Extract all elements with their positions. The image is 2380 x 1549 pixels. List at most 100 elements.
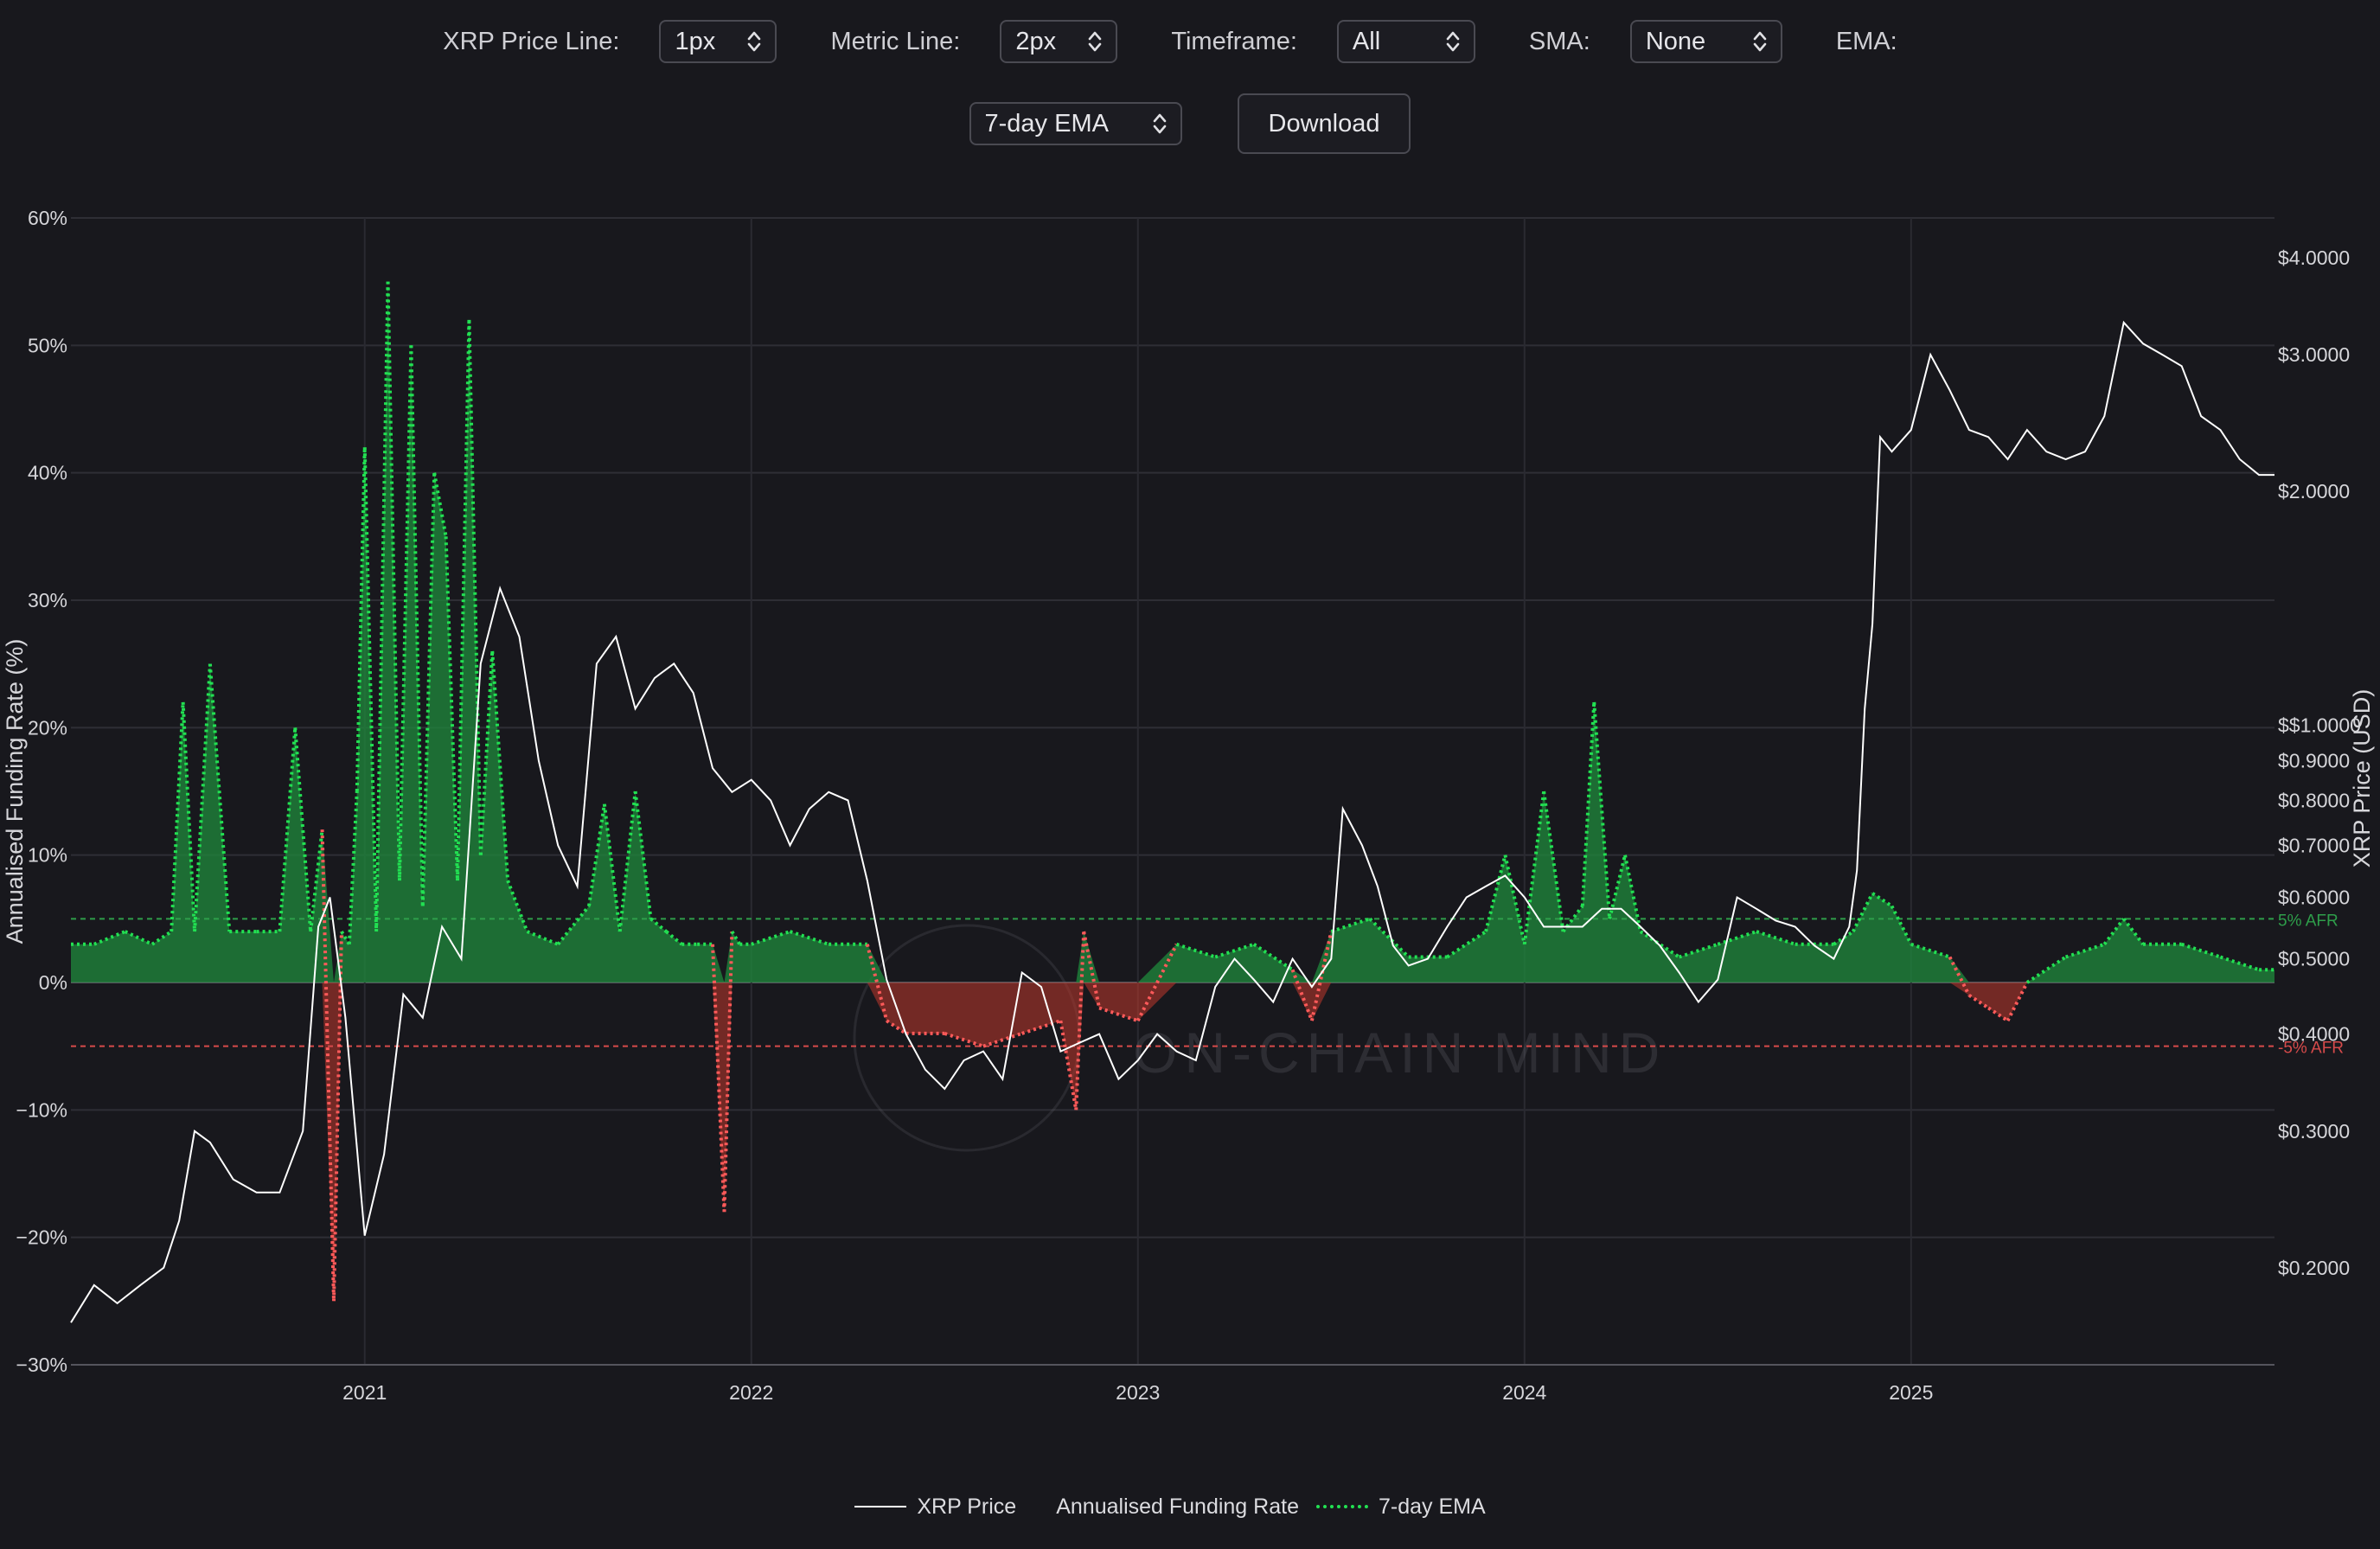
sma-select[interactable]: None	[1629, 20, 1782, 63]
ema-line-segment	[1851, 892, 1874, 932]
ema-value: 7-day EMA	[984, 109, 1109, 138]
metric-line-label: Metric Line:	[830, 27, 961, 55]
ema-line-segment	[1987, 1006, 2009, 1022]
ema-line-segment	[409, 345, 425, 906]
controls-row-2: 7-day EMA Download	[0, 92, 2380, 156]
ema-line-segment	[1021, 1019, 1061, 1035]
ema-line-segment	[2219, 955, 2260, 972]
ema-line-segment	[1678, 942, 1718, 959]
ema-line-segment	[1580, 701, 1596, 906]
x-tick-label: 2021	[342, 1381, 387, 1404]
ema-line-segment	[1608, 855, 1627, 919]
ema-line-segment	[1756, 930, 1796, 946]
y-left-axis-label: Annualised Funding Rate (%)	[2, 639, 28, 944]
ema-line-segment	[309, 829, 324, 932]
ema-line-segment	[1484, 855, 1507, 932]
y-right-tick-label: $3.0000	[2278, 343, 2350, 366]
ema-line-segment	[1175, 942, 1216, 959]
legend-label-price: XRP Price	[917, 1494, 1017, 1519]
funding-rate-area-positive	[71, 281, 2274, 983]
ema-line-segment	[397, 345, 413, 881]
sma-label: SMA:	[1528, 27, 1590, 55]
funding-rate-chart: 60% 50% 40% 30% 20% 10% 0% −10% −20% −30% 2021 2022…	[2, 207, 2375, 1404]
ema-line-segment	[1214, 942, 1255, 959]
timeframe-control: Timeframe: All	[1171, 20, 1475, 63]
price-line-select[interactable]: 1px	[659, 20, 777, 63]
ema-line-segment	[711, 944, 726, 1213]
ema-control: EMA:	[1836, 28, 1937, 56]
chevron-updown-icon	[1089, 31, 1102, 52]
price-line-label: XRP Price Line:	[443, 27, 620, 55]
ema-line-segment	[490, 650, 510, 881]
y-right-tick-label: $0.5000	[2278, 948, 2350, 970]
ema-line-segment	[467, 319, 483, 855]
ema-line-segment	[1948, 956, 1971, 996]
watermark-text: ON-CHAIN MIND	[1133, 1021, 1667, 1085]
ema-line-segment	[1717, 930, 1757, 946]
xrp-price-line	[70, 320, 2274, 1323]
legend-item-funding[interactable]: Annualised Funding Rate	[1056, 1495, 1299, 1520]
chart-legend: XRP Price Annualised Funding Rate 7-day …	[0, 1489, 2380, 1524]
ema-line-segment	[2006, 982, 2029, 1022]
legend-label-funding: Annualised Funding Rate	[1056, 1494, 1299, 1519]
metric-line-value: 2px	[1015, 27, 1057, 55]
download-button[interactable]: Download	[1237, 93, 1411, 154]
ema-line-segment	[2122, 918, 2145, 946]
ema-line-segment	[944, 1032, 984, 1048]
metric-line-select[interactable]: 2px	[1000, 20, 1118, 63]
metric-line-control: Metric Line: 2px	[830, 20, 1118, 63]
y-left-tick-label: 40%	[28, 462, 67, 484]
ema-line-segment	[1252, 943, 1294, 971]
y-left-tick-label: 10%	[28, 844, 67, 867]
ema-line-segment	[2102, 918, 2126, 946]
ema-line-segment	[1910, 942, 1951, 959]
y-right-tick-label: $4.0000	[2278, 246, 2350, 269]
ref-line-label: 5% AFR	[2278, 912, 2338, 930]
y-right-tick-label: $0.9000	[2278, 749, 2350, 771]
legend-label-ema: 7-day EMA	[1378, 1494, 1486, 1519]
price-line-control: XRP Price Line: 1px	[443, 20, 777, 63]
ema-line-segment	[293, 727, 313, 932]
y-left-tick-label: 20%	[28, 716, 67, 739]
sma-value: None	[1645, 27, 1706, 55]
legend-item-price[interactable]: XRP Price	[854, 1495, 1016, 1520]
ema-line-segment	[124, 930, 153, 946]
ema-line-segment	[355, 447, 367, 792]
ema-line-segment	[1446, 930, 1488, 959]
ema-line-segment	[456, 319, 471, 881]
ema-line-segment	[789, 930, 829, 946]
y-right-tick-label: $0.4000	[2278, 1023, 2350, 1046]
timeframe-label: Timeframe:	[1171, 27, 1297, 55]
legend-swatch-ema	[1315, 1505, 1368, 1508]
ema-line-segment	[982, 1032, 1023, 1048]
ema-line-segment	[556, 905, 591, 946]
chevron-updown-icon	[748, 31, 761, 52]
ema-line-segment	[2025, 955, 2067, 984]
y-right-tick-label: $0.3000	[2278, 1120, 2350, 1143]
y-left-tick-label: 0%	[39, 971, 67, 994]
sma-control: SMA: None	[1529, 20, 1782, 63]
timeframe-value: All	[1352, 27, 1381, 55]
x-tick-label: 2022	[729, 1381, 773, 1404]
ema-line-segment	[2181, 942, 2222, 959]
ema-line-segment	[1639, 930, 1680, 959]
ema-line-segment	[362, 447, 379, 932]
ema-line-segment	[1098, 1006, 1139, 1023]
x-tick-label: 2023	[1116, 1381, 1160, 1404]
y-right-tick-label: $0.6000	[2278, 887, 2350, 909]
y-right-tick-label: $0.8000	[2278, 789, 2350, 811]
x-tick-label: 2025	[1889, 1381, 1933, 1404]
ema-line-segment	[444, 536, 460, 881]
x-tick-label: 2024	[1502, 1381, 1546, 1404]
legend-item-ema[interactable]: 7-day EMA	[1315, 1494, 1486, 1520]
ema-line-segment	[886, 1019, 907, 1035]
ema-line-segment	[170, 701, 185, 932]
timeframe-select[interactable]: All	[1336, 20, 1475, 63]
controls-bar: XRP Price Line: 1px Metric Line: 2px Tim…	[0, 16, 2380, 67]
ema-line-segment	[1136, 943, 1179, 1022]
ema-line-segment	[751, 930, 791, 946]
ema-line-segment	[478, 650, 495, 855]
ema-select[interactable]: 7-day EMA	[969, 102, 1182, 145]
ema-line-segment	[1871, 892, 1893, 908]
chevron-updown-icon	[1153, 113, 1166, 134]
